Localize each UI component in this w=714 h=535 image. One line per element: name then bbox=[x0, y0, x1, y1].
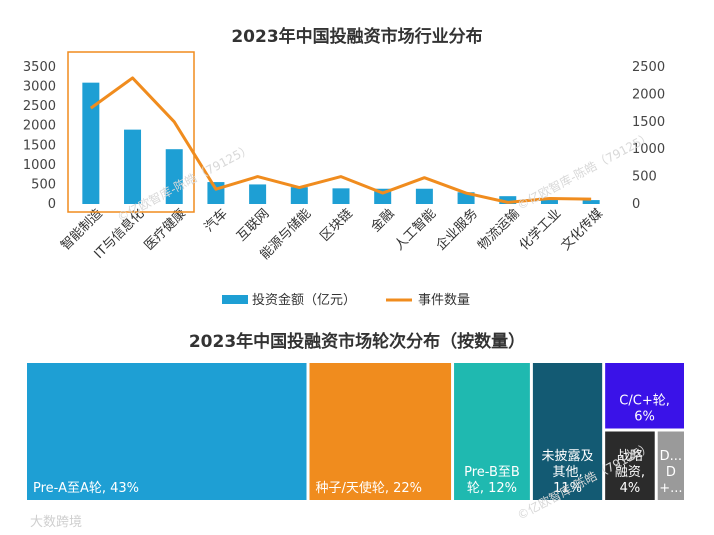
treemap-label: 11% bbox=[553, 481, 582, 496]
treemap-label: 6% bbox=[634, 410, 655, 425]
treemap-cell bbox=[27, 363, 307, 500]
right-axis-ticks: 0 500 1000 1500 2000 2500 bbox=[632, 60, 665, 212]
left-tick-label: 3000 bbox=[23, 80, 56, 95]
treemap-cell bbox=[309, 363, 452, 500]
line-series bbox=[89, 76, 592, 204]
left-tick-label: 0 bbox=[48, 197, 56, 212]
right-tick-label: 500 bbox=[632, 170, 657, 185]
left-tick-label: 3500 bbox=[23, 60, 56, 75]
bar bbox=[415, 188, 433, 204]
right-tick-label: 2500 bbox=[632, 60, 665, 75]
left-tick-label: 1000 bbox=[23, 158, 56, 173]
treemap-label: 融资, bbox=[615, 465, 645, 480]
treemap-label: 轮, 12% bbox=[467, 481, 517, 496]
legend-line-label: 事件数量 bbox=[418, 293, 470, 308]
category-label: 金融 bbox=[368, 206, 398, 236]
category-label: 人工智能 bbox=[392, 206, 439, 253]
bar bbox=[207, 182, 225, 204]
treemap-label: D... bbox=[660, 449, 682, 464]
bar bbox=[124, 129, 142, 204]
right-tick-label: 1500 bbox=[632, 115, 665, 130]
bar bbox=[457, 192, 475, 204]
left-tick-label: 2500 bbox=[23, 99, 56, 114]
treemap-label: 其他, bbox=[552, 465, 582, 480]
right-tick-label: 2000 bbox=[632, 87, 665, 102]
treemap-cell bbox=[532, 363, 603, 500]
treemap-cell bbox=[454, 363, 530, 500]
bar bbox=[540, 199, 558, 204]
bar bbox=[165, 149, 183, 204]
treemap-label: D bbox=[666, 465, 676, 480]
treemap-label: 战略 bbox=[617, 448, 643, 464]
treemap-label: Pre-A至A轮, 43% bbox=[33, 481, 139, 496]
bar bbox=[582, 200, 600, 204]
treemap-label: C/C+轮, bbox=[619, 394, 670, 409]
category-label: 文化传媒 bbox=[559, 206, 606, 253]
legend-bar-swatch bbox=[222, 295, 248, 304]
treemap-cell bbox=[605, 431, 655, 500]
left-tick-label: 500 bbox=[31, 177, 56, 192]
legend: 投资金额（亿元） 事件数量 bbox=[222, 292, 470, 308]
bar bbox=[249, 184, 267, 204]
treemap-label: +... bbox=[659, 481, 682, 496]
treemap-title: 2023年中国投融资市场轮次分布（按数量） bbox=[189, 331, 525, 352]
treemap-label: 4% bbox=[620, 481, 641, 496]
watermark-logo: 大数跨境 bbox=[30, 515, 82, 530]
right-tick-label: 1000 bbox=[632, 142, 665, 157]
category-label: 化学工业 bbox=[516, 206, 564, 254]
category-label: 区块链 bbox=[318, 206, 356, 244]
bar-series bbox=[82, 82, 600, 204]
left-tick-label: 2000 bbox=[23, 119, 56, 134]
bar bbox=[82, 82, 100, 204]
left-tick-label: 1500 bbox=[23, 138, 56, 153]
category-label: 互联网 bbox=[234, 206, 272, 244]
bar bbox=[290, 187, 308, 204]
category-label: 汽车 bbox=[201, 206, 231, 236]
bar bbox=[499, 196, 517, 204]
category-label: 物流运输 bbox=[475, 206, 523, 254]
bar-line-chart-title: 2023年中国投融资市场行业分布 bbox=[231, 26, 482, 47]
treemap-cell bbox=[605, 363, 684, 429]
right-tick-label: 0 bbox=[632, 197, 640, 212]
bar bbox=[332, 188, 350, 204]
treemap-label: 未披露及 bbox=[542, 449, 594, 464]
highlight-box bbox=[67, 51, 195, 213]
category-label: 企业服务 bbox=[433, 206, 481, 254]
left-axis-ticks: 0 500 1000 1500 2000 2500 3000 3500 bbox=[23, 60, 56, 212]
treemap-label: 种子/天使轮, 22% bbox=[316, 480, 423, 496]
treemap-cell bbox=[657, 431, 684, 500]
legend-bar-label: 投资金额（亿元） bbox=[252, 292, 356, 308]
treemap-label: Pre-B至B bbox=[464, 465, 520, 480]
